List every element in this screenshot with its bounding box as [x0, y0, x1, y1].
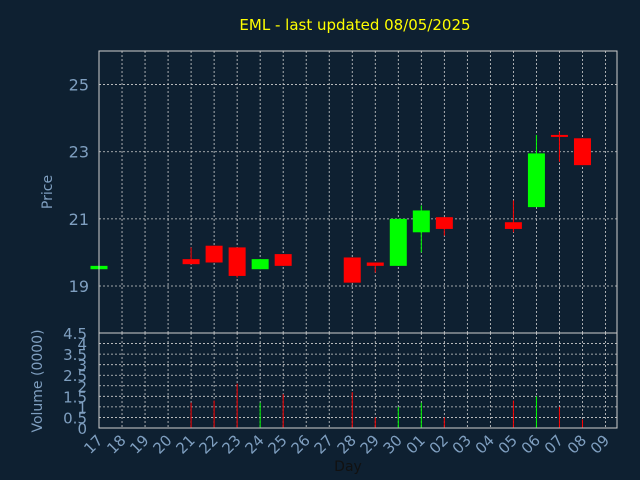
- candle: [389, 218, 407, 266]
- price-tick-label: 21: [69, 210, 89, 229]
- volume-tick-label: 1.5: [63, 388, 87, 406]
- candle-body: [573, 138, 591, 166]
- candle: [550, 131, 568, 162]
- chart-title: EML - last updated 08/05/2025: [239, 16, 470, 34]
- candle: [343, 257, 361, 283]
- volume-plot-border: [98, 332, 618, 429]
- candle-body: [550, 134, 568, 137]
- volume-tick-label: 4: [77, 336, 87, 354]
- price-axis-label: Price: [40, 175, 56, 209]
- volume-tick-label: 3.5: [63, 346, 87, 364]
- candle: [412, 205, 430, 253]
- candle: [205, 245, 223, 263]
- candle-body: [228, 247, 246, 276]
- volume-tick-label: 2.5: [63, 367, 87, 385]
- candle: [527, 134, 545, 208]
- volume-panel: 00.511.522.533.544.5: [63, 325, 618, 438]
- candle: [182, 247, 200, 265]
- candle: [228, 247, 246, 278]
- candle-body: [366, 262, 384, 266]
- volume-tick-label: 3: [77, 357, 87, 375]
- candle-body: [182, 259, 200, 265]
- candle: [274, 254, 292, 266]
- candle-body: [389, 218, 407, 266]
- price-tick-label: 25: [69, 76, 89, 95]
- candle-body: [412, 210, 430, 233]
- candle-body: [527, 153, 545, 208]
- candle-body: [274, 254, 292, 266]
- candle-body: [343, 257, 361, 283]
- volume-tick-label: 0: [77, 420, 87, 438]
- candle: [504, 200, 522, 233]
- x-axis-label: Day: [334, 459, 362, 475]
- candle-body: [504, 222, 522, 229]
- candle-body: [435, 217, 453, 229]
- volume-axis-label: Volume (0000): [30, 329, 46, 432]
- volume-tick-label: 0.5: [63, 409, 87, 427]
- price-tick-label: 19: [69, 277, 89, 296]
- x-axis-ticks: 1718192021222324252627282930010203040506…: [80, 431, 613, 457]
- candle: [366, 262, 384, 273]
- volume-tick-label: 1: [77, 399, 87, 417]
- volume-tick-label: 4.5: [63, 325, 87, 343]
- candle: [573, 138, 591, 166]
- candle-body: [251, 259, 269, 270]
- candle: [435, 217, 453, 236]
- volume-tick-label: 2: [77, 378, 87, 396]
- candle-body: [205, 245, 223, 263]
- candle: [251, 259, 269, 270]
- price-tick-label: 23: [69, 143, 89, 162]
